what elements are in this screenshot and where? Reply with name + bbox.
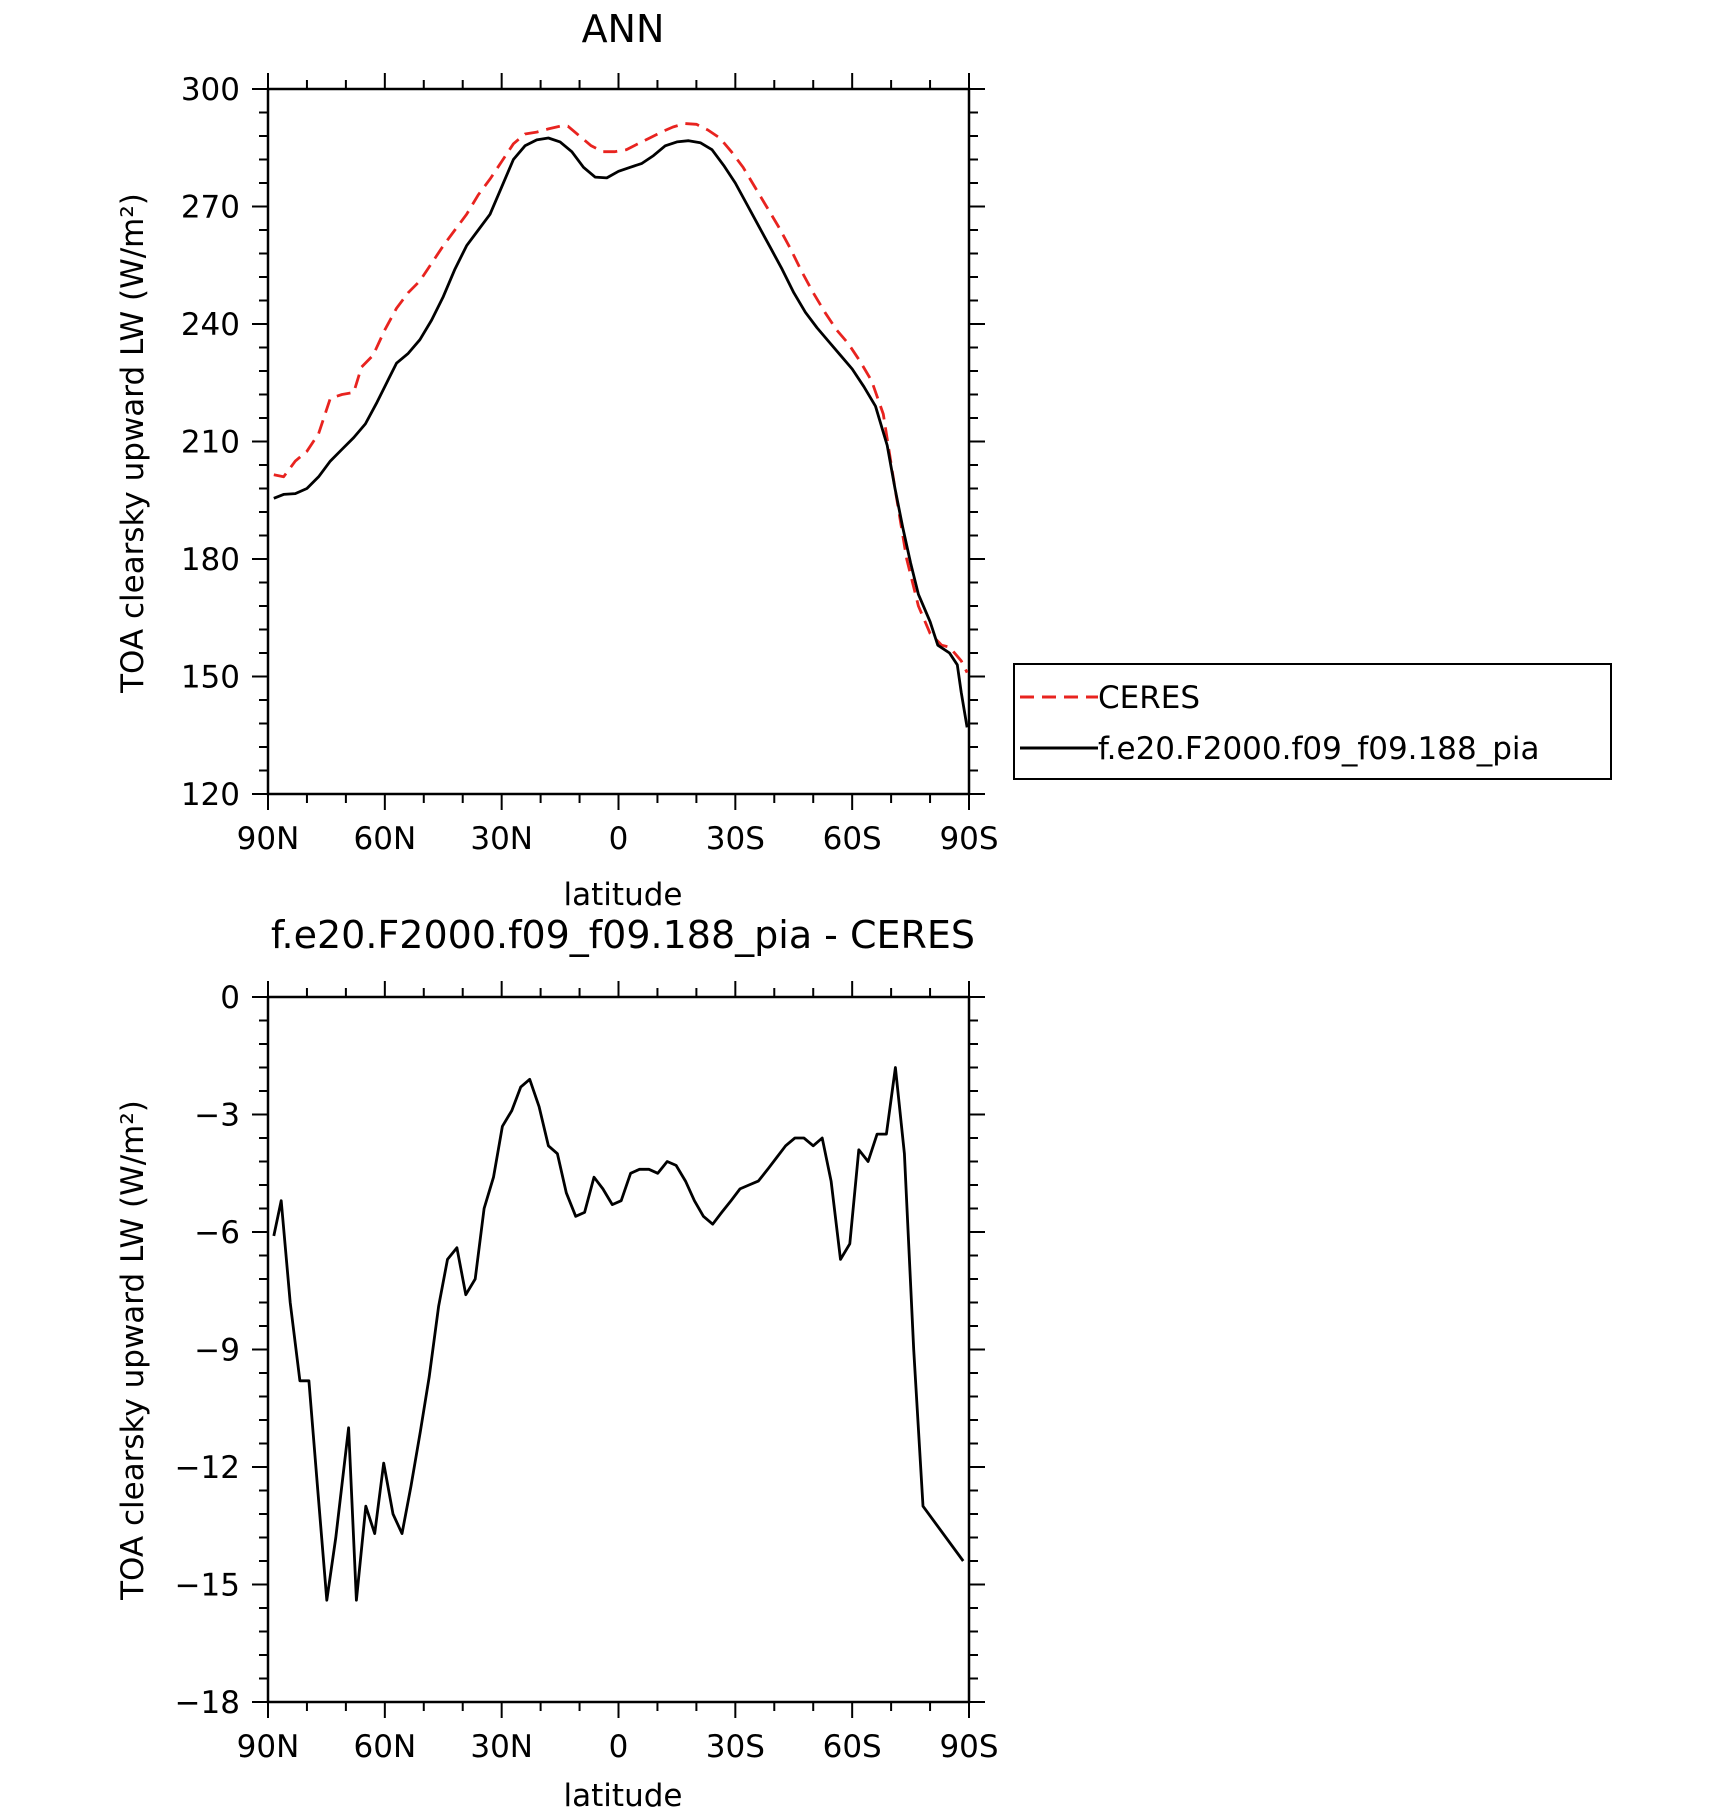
bottom-series-line-0 (272, 1066, 965, 1602)
legend-box (1013, 663, 1612, 780)
bottom-x-tick-label: 60N (354, 1729, 417, 1765)
top-x-tick-label: 90S (939, 821, 998, 857)
top-y-tick-label: 150 (181, 660, 240, 696)
bottom-x-tick-label: 90N (237, 1729, 300, 1765)
legend-label-model: f.e20.F2000.f09_f09.188_pia (1098, 731, 1540, 767)
top-chart-title: ANN (582, 7, 665, 51)
bottom-y-tick-label: −18 (175, 1685, 240, 1721)
top-y-tick-label: 240 (181, 307, 240, 343)
top-series-line-1 (273, 136, 969, 728)
bottom-y-tick-label: −15 (175, 1568, 240, 1604)
bottom-x-tick-label: 30S (706, 1729, 765, 1765)
bottom-x-tick-label: 60S (823, 1729, 882, 1765)
bottom-chart-title: f.e20.F2000.f09_f09.188_pia - CERES (271, 913, 975, 957)
bottom-plot-frame (266, 995, 971, 1704)
top-chart-ylabel: TOA clearsky upward LW (W/m²) (115, 193, 151, 694)
bottom-x-tick-label: 0 (609, 1729, 629, 1765)
top-x-tick-label: 60N (354, 821, 417, 857)
top-y-tick-label: 300 (181, 72, 240, 108)
bottom-y-tick-label: −3 (194, 1098, 240, 1134)
legend: CERES f.e20.F2000.f09_f09.188_pia (1013, 663, 1612, 780)
top-x-tick-label: 60S (823, 821, 882, 857)
bottom-y-tick-label: −6 (194, 1215, 240, 1251)
top-x-tick-label: 0 (609, 821, 629, 857)
top-y-tick-label: 210 (181, 425, 240, 461)
bottom-y-tick-label: 0 (220, 980, 240, 1016)
top-y-tick-label: 120 (181, 777, 240, 813)
bottom-x-tick-label: 30N (470, 1729, 533, 1765)
bottom-x-tick-label: 90S (939, 1729, 998, 1765)
top-y-tick-label: 270 (181, 190, 240, 226)
top-x-tick-label: 90N (237, 821, 300, 857)
top-y-tick-label: 180 (181, 542, 240, 578)
top-series-line-0 (273, 122, 969, 674)
bottom-chart-xlabel: latitude (564, 1778, 683, 1811)
top-x-tick-label: 30N (470, 821, 533, 857)
bottom-y-tick-label: −12 (175, 1450, 240, 1486)
top-chart-xlabel: latitude (564, 877, 683, 913)
legend-label-ceres: CERES (1098, 680, 1200, 716)
bottom-y-tick-label: −9 (194, 1333, 240, 1369)
bottom-chart-ylabel: TOA clearsky upward LW (W/m²) (115, 1100, 151, 1601)
top-plot-frame (266, 87, 971, 796)
top-x-tick-label: 30S (706, 821, 765, 857)
